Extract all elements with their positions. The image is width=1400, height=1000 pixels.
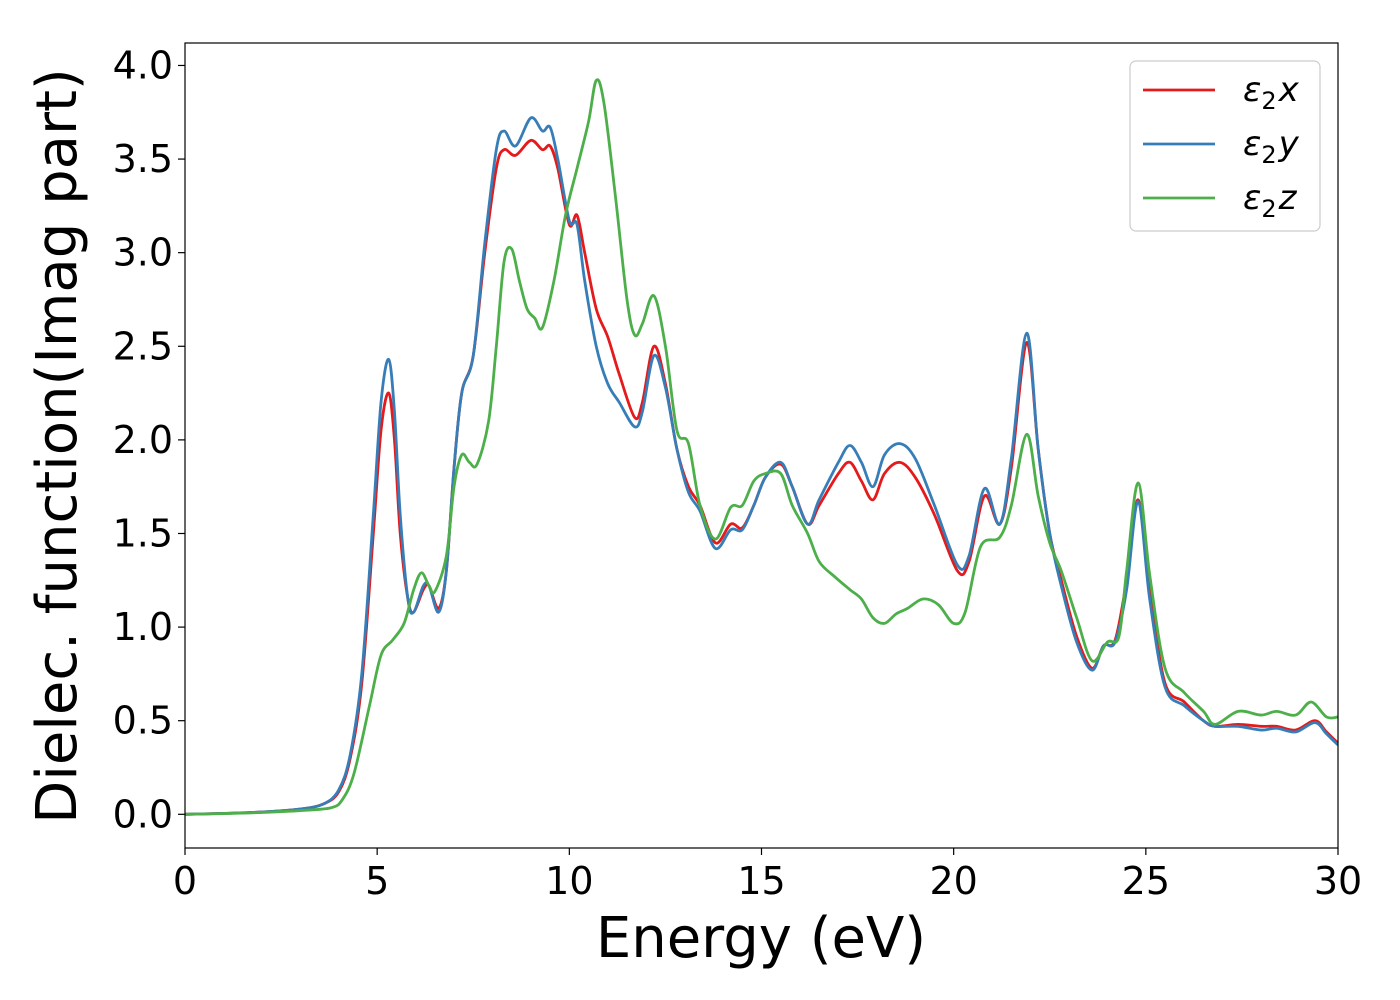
y-tick-label: 3.5: [113, 137, 173, 181]
x-tick-label: 25: [1122, 859, 1170, 903]
y-tick-label: 2.5: [113, 324, 173, 368]
y-tick-label: 0.0: [113, 792, 173, 836]
legend-box: [1129, 60, 1321, 232]
series-layer: [185, 78, 1338, 816]
legend-label-y: ε2y: [1243, 124, 1300, 169]
x-axis-ticks: 0 5 10 15 20 25 30: [173, 848, 1362, 903]
y-tick-label: 2.0: [113, 418, 173, 462]
x-tick-label: 0: [173, 859, 197, 903]
y-tick-label: 1.0: [113, 605, 173, 649]
x-tick-label: 20: [929, 859, 977, 903]
x-tick-label: 30: [1314, 859, 1362, 903]
y-axis-ticks: 0.0 0.5 1.0 1.5 2.0 2.5 3.0 3.5 4.0: [113, 43, 185, 836]
y-tick-label: 0.5: [113, 699, 173, 743]
x-axis-label: Energy (eV): [596, 906, 926, 971]
y-tick-label: 1.5: [113, 511, 173, 555]
series-line-z: [185, 78, 1338, 816]
y-tick-label: 3.0: [113, 231, 173, 275]
x-tick-label: 5: [365, 859, 389, 903]
legend-label-x: ε2x: [1243, 70, 1300, 115]
y-tick-label: 4.0: [113, 43, 173, 87]
x-tick-label: 15: [737, 859, 785, 903]
legend: ε2x ε2y ε2z: [1129, 60, 1321, 232]
x-tick-label: 10: [545, 859, 593, 903]
legend-label-z: ε2z: [1243, 178, 1298, 223]
y-axis-label: Dielec. function(Imag part): [25, 68, 90, 824]
series-line-y: [185, 116, 1338, 816]
